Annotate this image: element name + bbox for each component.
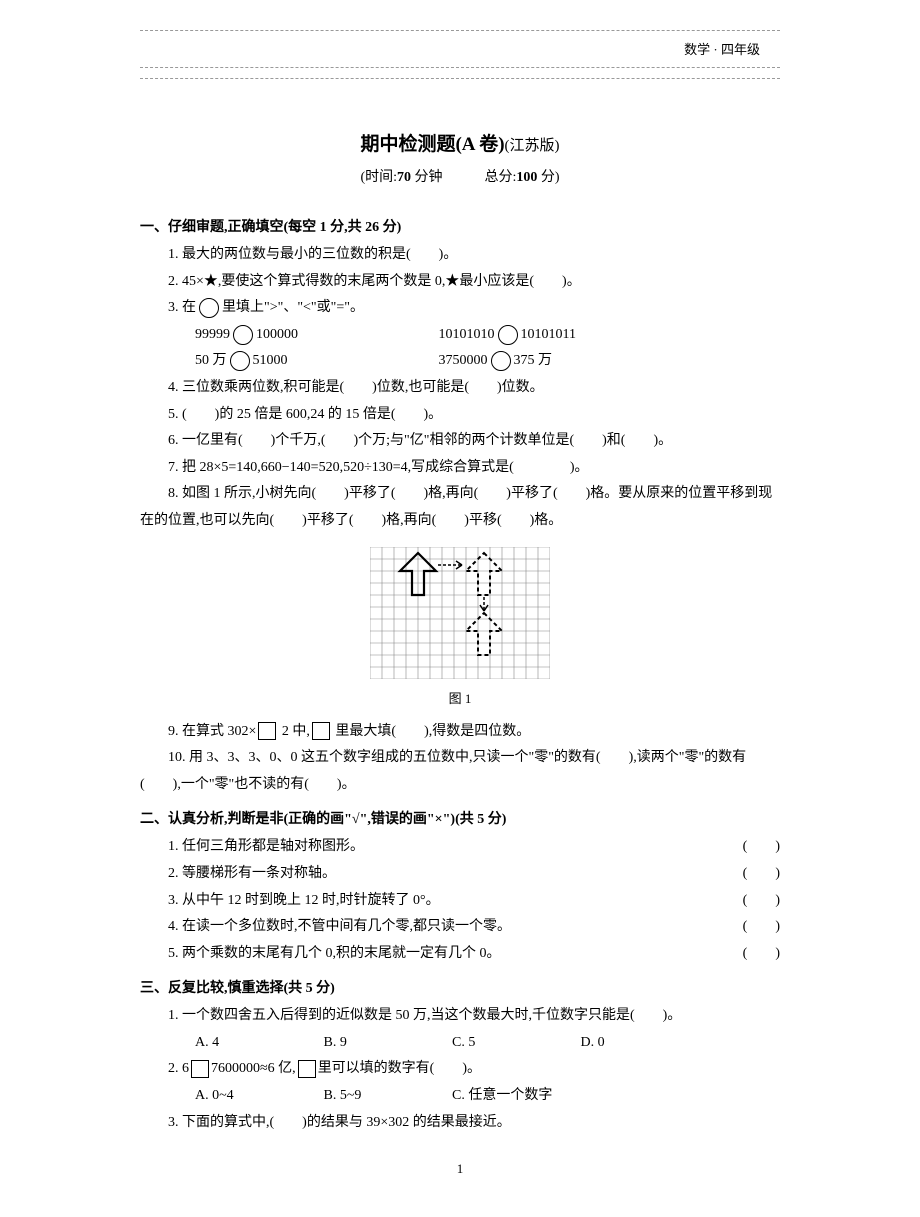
box-icon [258,722,276,740]
q3-r1c2-b: 10101011 [521,327,576,342]
s2-q1-text: 1. 任何三角形都是轴对称图形。 [168,839,364,854]
s3-q2-choices: A. 0~4 B. 5~9 C. 任意一个数字 [195,1083,780,1110]
score-unit: 分) [541,170,560,185]
box-icon [191,1060,209,1078]
q3-r2c2-a: 3750000 [439,353,488,368]
q3-r2c1-a: 50 万 [195,353,227,368]
exam-info: (时间:70 分钟 总分:100 分) [140,166,780,186]
s3-q2-opt-c: C. 任意一个数字 [452,1083,632,1110]
q3-r1c2-a: 10101010 [439,327,495,342]
s3-q1-choices: A. 4 B. 9 C. 5 D. 0 [195,1030,780,1057]
s2-q1: 1. 任何三角形都是轴对称图形。 ( ) [168,834,780,861]
s3-q1-c: C. 5 [452,1030,577,1057]
circle-icon [498,325,518,345]
page-number: 1 [140,1161,780,1177]
section1-heading: 一、仔细审题,正确填空(每空 1 分,共 26 分) [140,216,780,236]
score-value: 100 [516,170,537,185]
s2-q2: 2. 等腰梯形有一条对称轴。 ( ) [168,861,780,888]
tf-paren: ( ) [743,941,780,968]
q3-r2c2-b: 375 万 [514,353,553,368]
s1-q9-c: 里最大填( ),得数是四位数。 [335,724,530,739]
s3-q1: 1. 一个数四舍五入后得到的近似数是 50 万,当这个数最大时,千位数字只能是(… [140,1003,780,1030]
s3-q2: 2. 6 7600000≈6 亿, 里可以填的数字有( )。 [168,1056,780,1083]
tf-paren: ( ) [743,861,780,888]
q3-r1c1-b: 100000 [256,327,298,342]
box-icon [298,1060,316,1078]
s1-q9: 9. 在算式 302× 2 中, 里最大填( ),得数是四位数。 [168,719,780,746]
figure-1-caption: 图 1 [140,688,780,707]
exam-title: 期中检测题(A 卷)(江苏版) [140,129,780,156]
section2-heading: 二、认真分析,判断是非(正确的画"√",错误的画"×")(共 5 分) [140,808,780,828]
s1-q4: 4. 三位数乘两位数,积可能是( )位数,也可能是( )位数。 [168,375,780,402]
time-label: (时间: [360,170,397,185]
header-divider [140,78,780,79]
s1-q3-row2: 50 万 51000 3750000 375 万 [195,348,780,375]
s2-q3-text: 3. 从中午 12 时到晚上 12 时,时针旋转了 0°。 [168,893,440,908]
s3-q1-b: B. 9 [324,1030,449,1057]
circle-icon [233,325,253,345]
tf-paren: ( ) [743,888,780,915]
s2-q2-text: 2. 等腰梯形有一条对称轴。 [168,866,336,881]
s1-q10: 10. 用 3、3、3、0、0 这五个数字组成的五位数中,只读一个"零"的数有(… [140,745,780,798]
title-main: 期中检测题(A 卷) [360,134,504,155]
circle-icon [230,351,250,371]
s3-q2-a: 2. 6 [168,1061,189,1076]
s2-q5: 5. 两个乘数的末尾有几个 0,积的末尾就一定有几个 0。 ( ) [168,941,780,968]
s3-q2-opt-a: A. 0~4 [195,1083,320,1110]
score-label: 总分: [485,170,517,185]
circle-icon [491,351,511,371]
s1-q1: 1. 最大的两位数与最小的三位数的积是( )。 [168,242,780,269]
time-unit: 分钟 [415,170,443,185]
s3-q2-opt-b: B. 5~9 [324,1083,449,1110]
q3-r2c1-b: 51000 [253,353,288,368]
s3-q2-c: 里可以填的数字有( )。 [318,1061,481,1076]
figure-1: 图 1 [140,547,780,707]
section3-heading: 三、反复比较,慎重选择(共 5 分) [140,977,780,997]
s1-q3-prefix: 3. 在 [168,300,196,315]
s2-q3: 3. 从中午 12 时到晚上 12 时,时针旋转了 0°。 ( ) [168,888,780,915]
title-sub: (江苏版) [505,138,560,154]
s1-q3-suffix: 里填上">"、"<"或"="。 [222,300,364,315]
s3-q3: 3. 下面的算式中,( )的结果与 39×302 的结果最接近。 [168,1110,780,1137]
s1-q8: 8. 如图 1 所示,小树先向( )平移了( )格,再向( )平移了( )格。要… [140,481,780,534]
tf-paren: ( ) [743,834,780,861]
s3-q2-b: 7600000≈6 亿, [211,1061,296,1076]
header-bar: 数学 · 四年级 [140,30,780,68]
s3-q1-d: D. 0 [581,1030,706,1057]
circle-icon [199,298,219,318]
s2-q4: 4. 在读一个多位数时,不管中间有几个零,都只读一个零。 ( ) [168,914,780,941]
s2-q4-text: 4. 在读一个多位数时,不管中间有几个零,都只读一个零。 [168,919,511,934]
s1-q9-b: 2 中, [282,724,310,739]
s1-q5: 5. ( )的 25 倍是 600,24 的 15 倍是( )。 [168,402,780,429]
s3-q1-a: A. 4 [195,1030,320,1057]
s1-q6: 6. 一亿里有( )个千万,( )个万;与"亿"相邻的两个计数单位是( )和( … [140,428,780,455]
figure-1-svg [370,547,550,679]
q3-r1c1-a: 99999 [195,327,230,342]
s1-q3-row1: 99999 100000 10101010 10101011 [195,322,780,349]
tf-paren: ( ) [743,914,780,941]
s1-q9-a: 9. 在算式 302× [168,724,256,739]
box-icon [312,722,330,740]
s1-q3: 3. 在 里填上">"、"<"或"="。 [168,295,780,322]
s2-q5-text: 5. 两个乘数的末尾有几个 0,积的末尾就一定有几个 0。 [168,946,501,961]
time-value: 70 [397,170,411,185]
s1-q7: 7. 把 28×5=140,660−140=520,520÷130=4,写成综合… [168,455,780,482]
s1-q2: 2. 45×★,要使这个算式得数的末尾两个数是 0,★最小应该是( )。 [168,269,780,296]
header-subject: 数学 · 四年级 [684,39,760,58]
